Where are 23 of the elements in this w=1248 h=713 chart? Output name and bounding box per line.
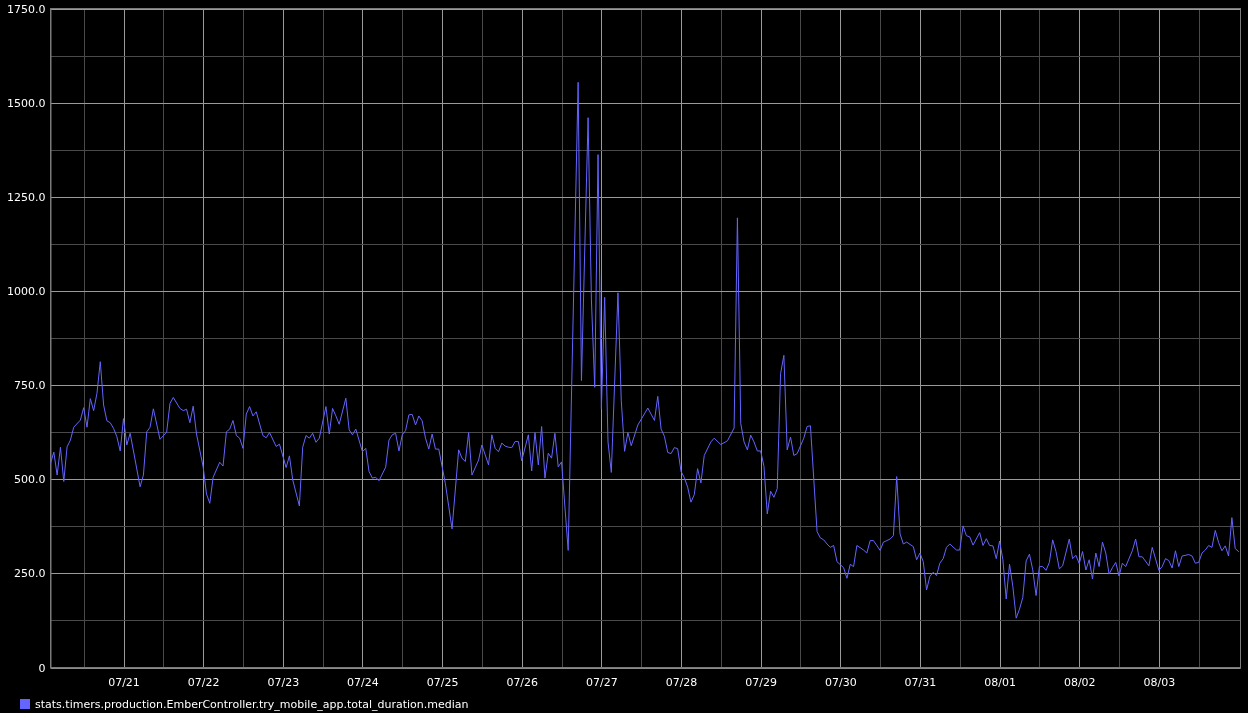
x-tick-label: 08/01	[984, 676, 1016, 690]
x-tick-label: 08/03	[1143, 676, 1176, 690]
y-tick-label: 0	[38, 661, 46, 675]
y-tick-label: 1750.0	[7, 2, 46, 16]
x-tick-label: 07/21	[108, 676, 140, 690]
y-tick-label: 750.0	[14, 379, 46, 393]
x-tick-label: 07/26	[506, 676, 539, 690]
legend-label: stats.timers.production.EmberController.try_mobile_app.total_duration.median	[35, 697, 469, 711]
x-tick-label: 07/23	[267, 676, 300, 690]
x-tick-label: 07/22	[187, 676, 220, 690]
x-tick-label: 07/30	[824, 676, 857, 690]
x-tick-label: 07/24	[347, 676, 379, 690]
y-tick-label: 1500.0	[7, 96, 46, 110]
x-tick-label: 07/28	[665, 676, 698, 690]
y-tick-label: 1000.0	[7, 284, 46, 298]
y-tick-label: 500.0	[14, 473, 46, 487]
x-tick-label: 07/25	[426, 676, 459, 690]
y-tick-label: 1250.0	[7, 190, 46, 204]
x-tick-label: 08/02	[1063, 676, 1096, 690]
x-tick-label: 07/29	[745, 676, 777, 690]
x-tick-label: 07/27	[586, 676, 618, 690]
y-tick-label: 250.0	[14, 567, 46, 581]
x-tick-label: 07/31	[904, 676, 937, 690]
